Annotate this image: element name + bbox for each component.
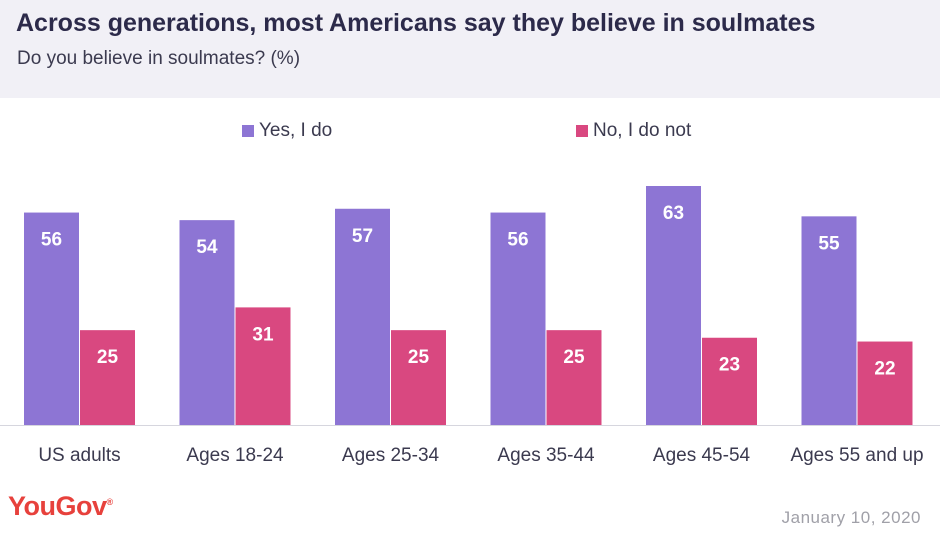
chart-title: Across generations, most Americans say t…	[16, 9, 816, 37]
chart-legend: Yes, I do No, I do not	[0, 120, 940, 146]
data-label-no: 25	[408, 347, 430, 368]
data-label-no: 25	[563, 347, 585, 368]
category-label: Ages 55 and up	[790, 445, 923, 466]
data-label-yes: 57	[352, 226, 373, 247]
bar-no	[80, 330, 135, 425]
category-label: Ages 45-54	[653, 445, 751, 466]
chart-subtitle: Do you believe in soulmates? (%)	[17, 48, 301, 69]
logo-text: YouGov	[8, 491, 107, 521]
data-label-no: 31	[252, 324, 274, 345]
bar-yes	[24, 212, 79, 425]
logo-registered-mark: ®	[106, 497, 114, 507]
data-label-yes: 56	[507, 230, 528, 251]
category-label: Ages 25-34	[342, 445, 440, 466]
bar-no	[857, 341, 913, 425]
bar-no	[391, 330, 446, 425]
chart-header: Across generations, most Americans say t…	[0, 0, 940, 98]
legend-item-no: No, I do not	[576, 120, 691, 142]
data-label-yes: 56	[41, 230, 62, 251]
data-label-no: 23	[719, 355, 740, 376]
category-label: Ages 18-24	[186, 445, 284, 466]
bar-yes	[335, 208, 390, 425]
legend-label-yes: Yes, I do	[259, 120, 333, 141]
data-label-yes: 54	[196, 237, 218, 258]
publish-date: January 10, 2020	[781, 508, 921, 527]
data-label-no: 25	[97, 347, 119, 368]
data-label-yes: 63	[663, 203, 684, 224]
bar-yes	[490, 212, 546, 425]
legend-label-no: No, I do not	[593, 120, 692, 141]
bar-no	[235, 307, 291, 425]
data-label-no: 22	[874, 359, 895, 380]
bar-yes	[646, 186, 701, 425]
bar-no	[702, 337, 757, 425]
bar-no	[546, 330, 602, 425]
category-label: US adults	[38, 445, 120, 466]
bar-yes	[179, 220, 235, 425]
bar-yes	[801, 216, 857, 425]
yougov-logo: YouGov®	[8, 491, 113, 522]
legend-swatch-no	[576, 125, 588, 137]
category-label: Ages 35-44	[497, 445, 595, 466]
legend-item-yes: Yes, I do	[242, 120, 332, 142]
data-label-yes: 55	[818, 233, 840, 254]
legend-swatch-yes	[242, 125, 254, 137]
